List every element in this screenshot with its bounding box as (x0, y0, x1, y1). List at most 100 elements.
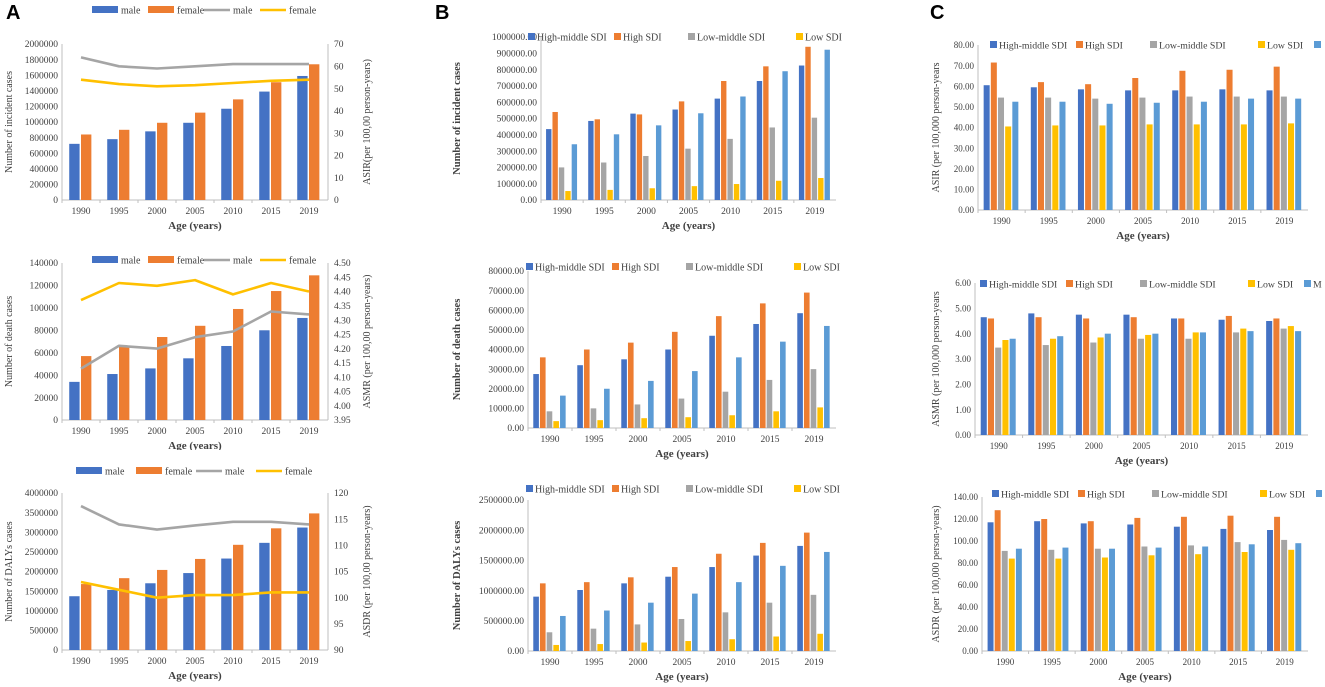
bar-middle-sdi-2010 (1202, 546, 1209, 651)
x-axis-title: Age (years) (168, 220, 222, 232)
y-tick-label: 100.00 (953, 536, 978, 546)
bar-low-middle-sdi-1995 (601, 162, 607, 200)
y2-tick-label: 4.15 (334, 359, 351, 369)
y-tick-label: 2000000 (25, 568, 59, 578)
bar-low-middle-sdi-2005 (1139, 97, 1146, 210)
legend-swatch (1258, 41, 1265, 48)
y-tick-label: 80.00 (954, 40, 975, 50)
legend-swatch (148, 256, 174, 263)
x-tick-label: 2015 (1229, 657, 1248, 667)
x-tick-label: 1995 (110, 207, 129, 217)
y2-axis-title: ASDR (per 100,00 person-years) (362, 505, 373, 637)
bar-male-2005 (183, 358, 194, 420)
bar-low-sdi-2019 (817, 407, 823, 428)
bar-low-middle-sdi-1990 (1001, 550, 1008, 651)
x-tick-label: 2000 (148, 427, 167, 437)
bar-high-middle-sdi-2010 (1173, 526, 1180, 651)
bar-low-middle-sdi-1990 (995, 347, 1002, 435)
bar-middle-sdi-2005 (692, 371, 698, 428)
y-tick-label: 70.00 (954, 61, 975, 71)
x-tick-label: 2005 (186, 207, 205, 217)
y2-tick-label: 4.25 (334, 331, 351, 341)
bar-low-sdi-1990 (1005, 126, 1012, 210)
y-tick-label: 1600000 (25, 71, 59, 81)
legend-label: Low-middle SDI (1149, 280, 1216, 291)
x-tick-label: 1990 (72, 657, 91, 667)
x-tick-label: 2010 (717, 435, 736, 445)
bar-high-middle-sdi-2010 (709, 335, 715, 428)
bar-male-1990 (69, 143, 80, 200)
bar-high-middle-sdi-2005 (665, 349, 671, 428)
legend-label: Low SDI (803, 263, 840, 274)
legend-label: male (225, 467, 245, 478)
bar-low-middle-sdi-2000 (634, 624, 641, 651)
chart-a3-dalys-cases: 0 500000 1000000 1500000 2000000 2500000 30000… (4, 467, 373, 683)
bar-low-middle-sdi-2015 (1234, 542, 1241, 651)
x-tick-label: 1990 (541, 435, 560, 445)
legend-label: male (121, 256, 141, 267)
y2-tick-label: 120 (334, 489, 349, 499)
y-tick-label: 400000.00 (497, 131, 538, 141)
bar-high-middle-sdi-2000 (621, 359, 627, 428)
y-tick-label: 3000000 (25, 528, 59, 538)
bar-high-sdi-2015 (1227, 515, 1234, 651)
y-tick-label: 140000 (30, 259, 59, 269)
bar-low-middle-sdi-1990 (558, 167, 565, 200)
bar-female-2010 (233, 99, 244, 200)
y-tick-label: 2500000.00 (479, 496, 524, 506)
x-tick-label: 2010 (224, 207, 243, 217)
bar-high-middle-sdi-2005 (1127, 524, 1134, 651)
bar-high-sdi-1995 (1037, 82, 1044, 210)
bar-high-sdi-2000 (636, 114, 643, 200)
bar-high-sdi-1995 (583, 349, 590, 428)
bar-male-2005 (183, 122, 194, 200)
bar-low-middle-sdi-2015 (766, 379, 773, 428)
line-male-0 (80, 56, 309, 70)
legend-label: High SDI (621, 485, 660, 496)
bar-low-middle-sdi-2010 (1185, 338, 1192, 435)
bar-middle-sdi-2005 (1153, 102, 1160, 210)
bar-low-middle-sdi-2019 (810, 594, 817, 651)
line-female-1 (80, 78, 310, 88)
panel-letter-c: C (930, 2, 945, 24)
y-tick-label: 60.00 (954, 81, 975, 91)
bar-low-sdi-2010 (729, 639, 735, 651)
y-tick-label: 40.00 (958, 602, 979, 612)
y-tick-label: 0.00 (962, 646, 978, 656)
bar-low-sdi-1995 (607, 189, 613, 200)
y-axis-title: Number of death cases (4, 296, 15, 387)
bar-low-middle-sdi-2000 (634, 404, 641, 428)
line-female-1 (80, 278, 310, 302)
y-axis-title: ASIR (per 100,000 person-years (931, 62, 942, 192)
bar-high-sdi-2010 (721, 81, 727, 200)
bar-high-sdi-2005 (1130, 317, 1137, 435)
y-tick-label: 1800000 (25, 56, 59, 66)
bar-male-2015 (259, 330, 270, 420)
y-tick-label: 1500000 (25, 587, 59, 597)
bar-middle-sdi-1990 (571, 144, 578, 200)
bar-high-middle-sdi-1995 (577, 589, 583, 651)
y-tick-label: 600000 (30, 149, 59, 159)
x-tick-label: 1995 (585, 658, 604, 668)
bar-high-sdi-1995 (1035, 317, 1042, 435)
bar-high-middle-sdi-1995 (577, 365, 583, 428)
x-tick-label: 1990 (541, 658, 560, 668)
bar-high-middle-sdi-2005 (665, 576, 671, 651)
x-tick-label: 2005 (673, 435, 692, 445)
bar-low-sdi-2019 (818, 177, 824, 200)
bar-low-middle-sdi-1995 (1045, 97, 1052, 210)
y2-tick-label: 4.00 (334, 402, 351, 412)
y2-tick-label: 30 (334, 129, 344, 139)
bar-high-middle-sdi-2019 (1266, 90, 1273, 210)
legend-label: Middle SDI (1313, 280, 1322, 291)
bar-female-2015 (271, 528, 282, 650)
bar-middle-sdi-2015 (1248, 98, 1255, 210)
bar-male-2010 (221, 108, 232, 200)
y2-tick-label: 4.50 (334, 259, 351, 269)
x-tick-label: 2019 (1275, 216, 1294, 226)
x-axis-title: Age (years) (655, 671, 709, 683)
y2-tick-label: 3.95 (334, 416, 351, 426)
bar-low-sdi-2000 (1101, 557, 1108, 651)
bar-high-middle-sdi-2010 (709, 567, 715, 651)
bar-low-sdi-2010 (1195, 554, 1202, 651)
